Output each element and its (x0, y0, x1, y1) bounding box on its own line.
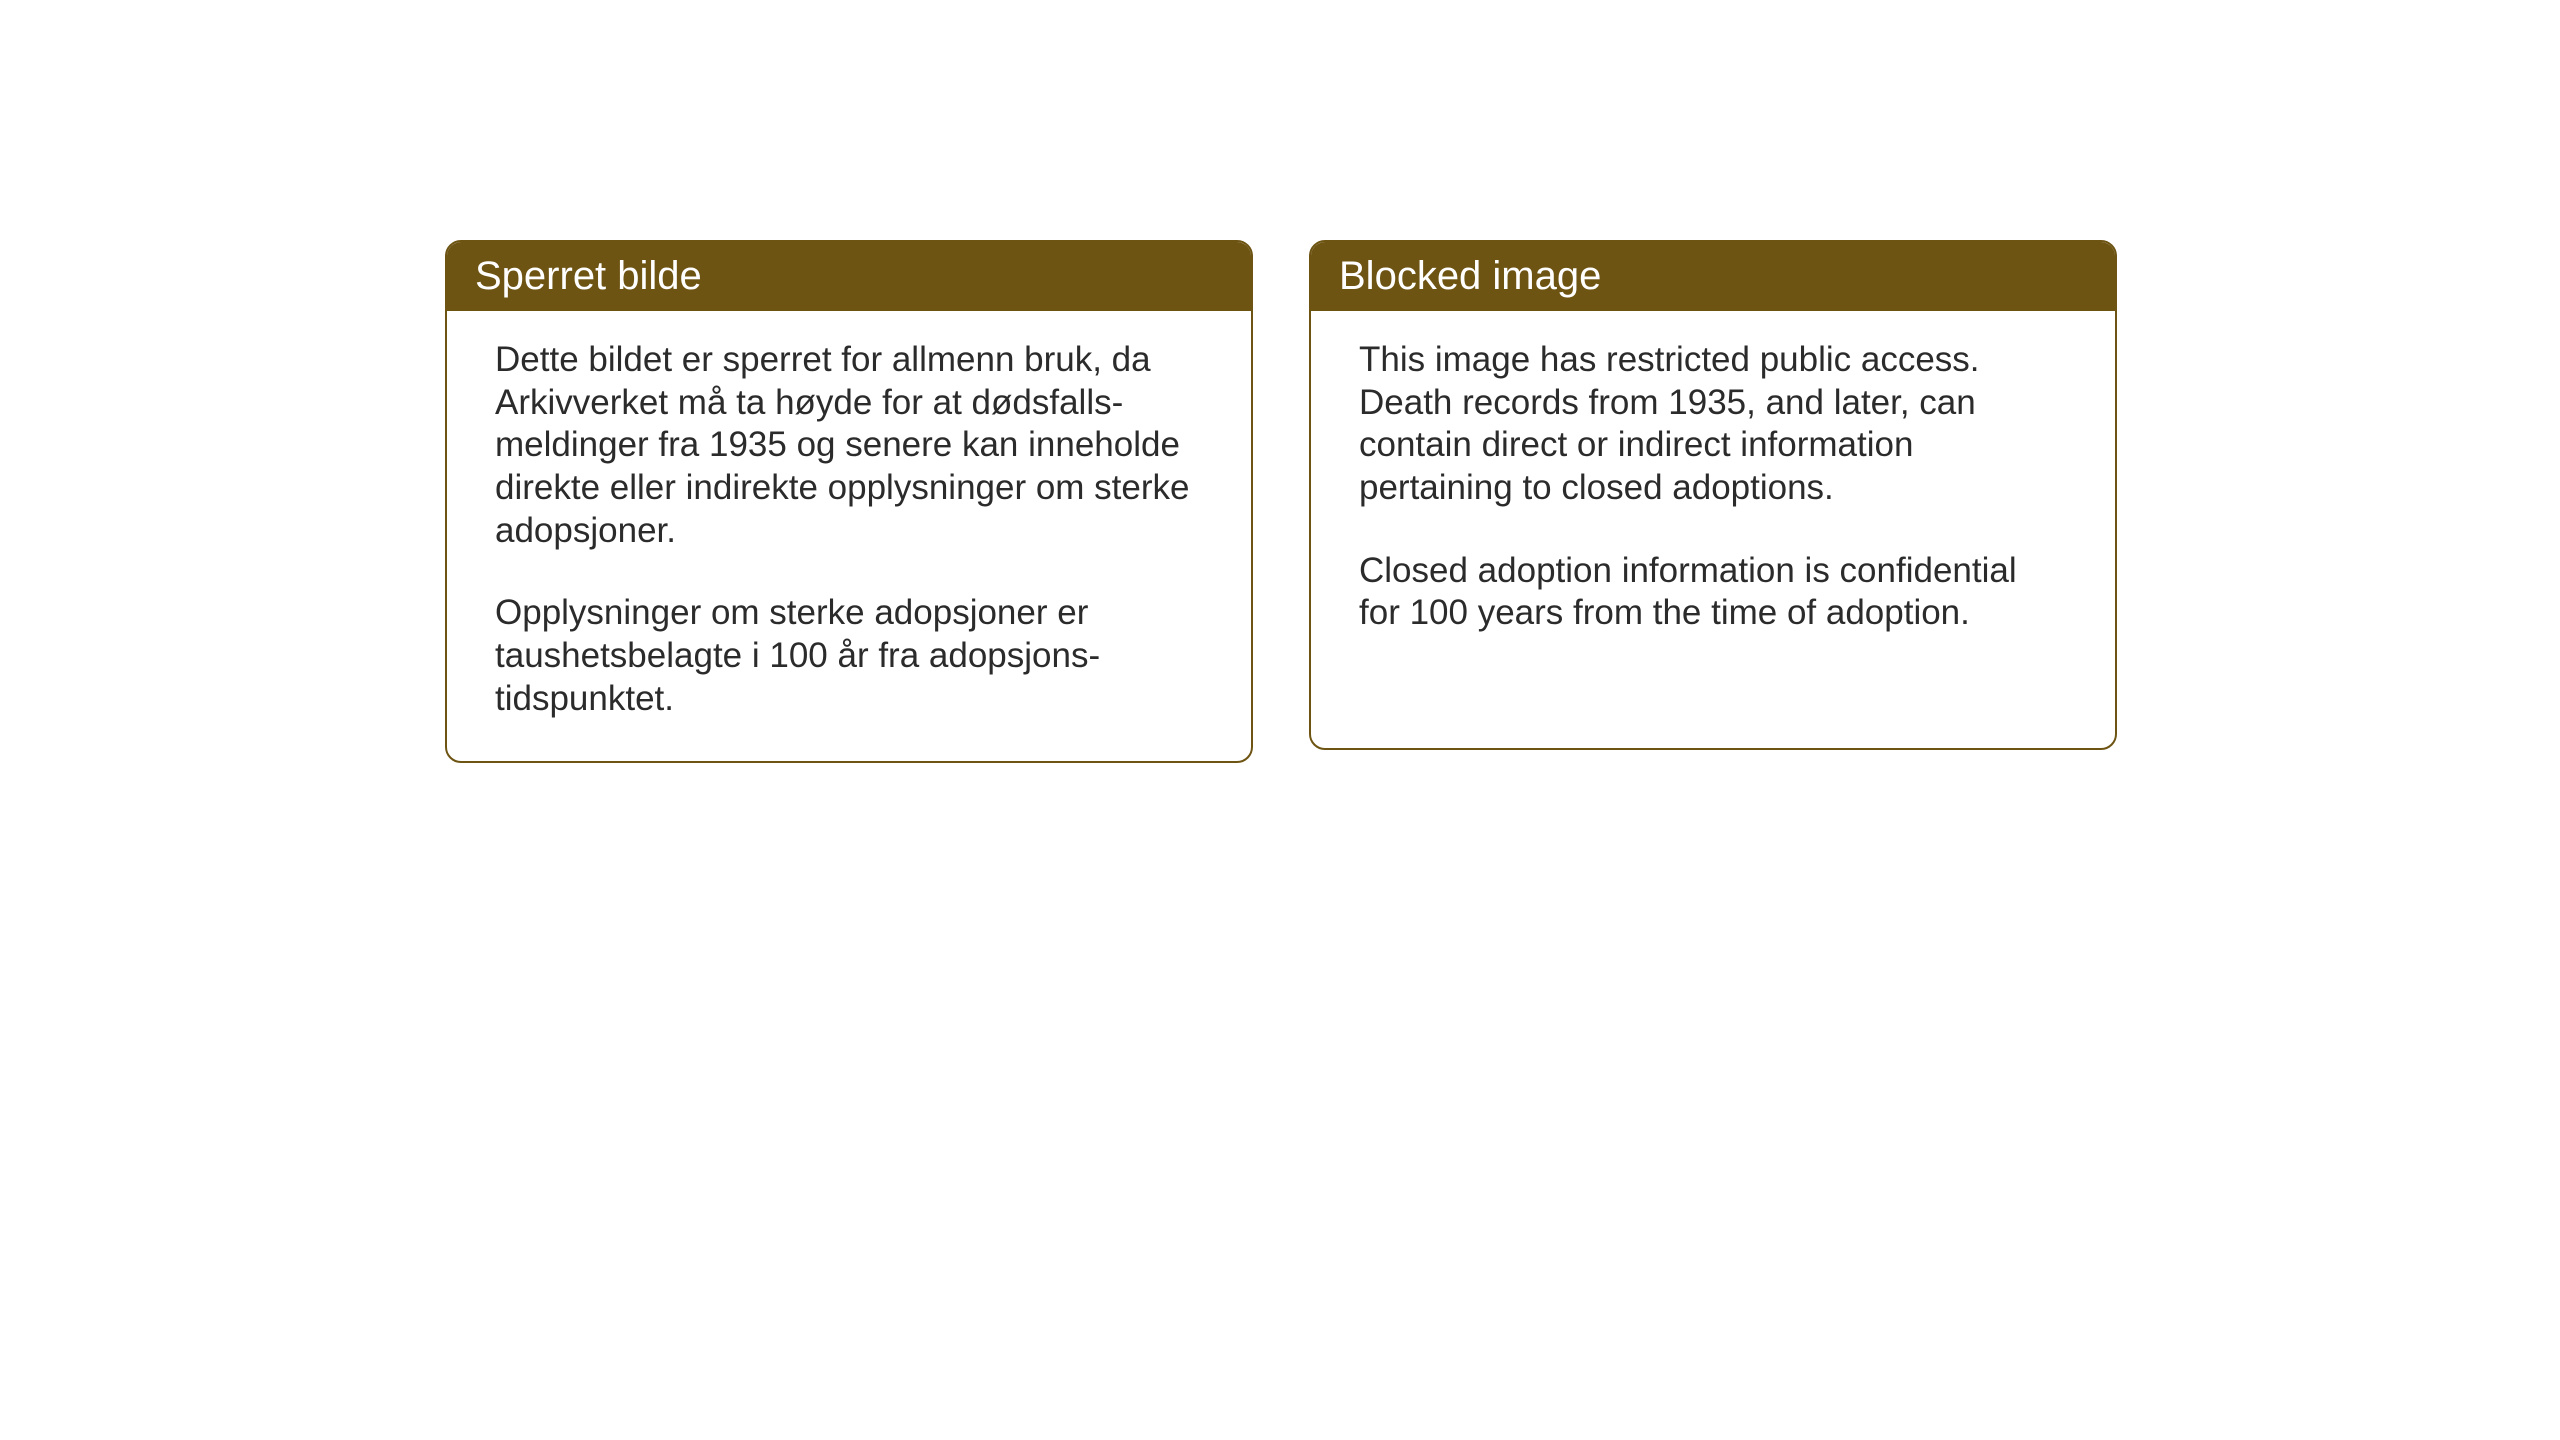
notice-container: Sperret bilde Dette bildet er sperret fo… (445, 240, 2117, 763)
notice-card-norwegian: Sperret bilde Dette bildet er sperret fo… (445, 240, 1253, 763)
card-body-english: This image has restricted public access.… (1311, 311, 2115, 675)
card-header-english: Blocked image (1311, 242, 2115, 311)
card-paragraph: Closed adoption information is confident… (1359, 550, 2067, 635)
notice-card-english: Blocked image This image has restricted … (1309, 240, 2117, 750)
card-title: Blocked image (1339, 254, 1601, 298)
card-paragraph: Dette bildet er sperret for allmenn bruk… (495, 339, 1203, 552)
card-paragraph: This image has restricted public access.… (1359, 339, 2067, 510)
card-header-norwegian: Sperret bilde (447, 242, 1251, 311)
card-body-norwegian: Dette bildet er sperret for allmenn bruk… (447, 311, 1251, 761)
card-title: Sperret bilde (475, 254, 702, 298)
card-paragraph: Opplysninger om sterke adopsjoner er tau… (495, 592, 1203, 720)
